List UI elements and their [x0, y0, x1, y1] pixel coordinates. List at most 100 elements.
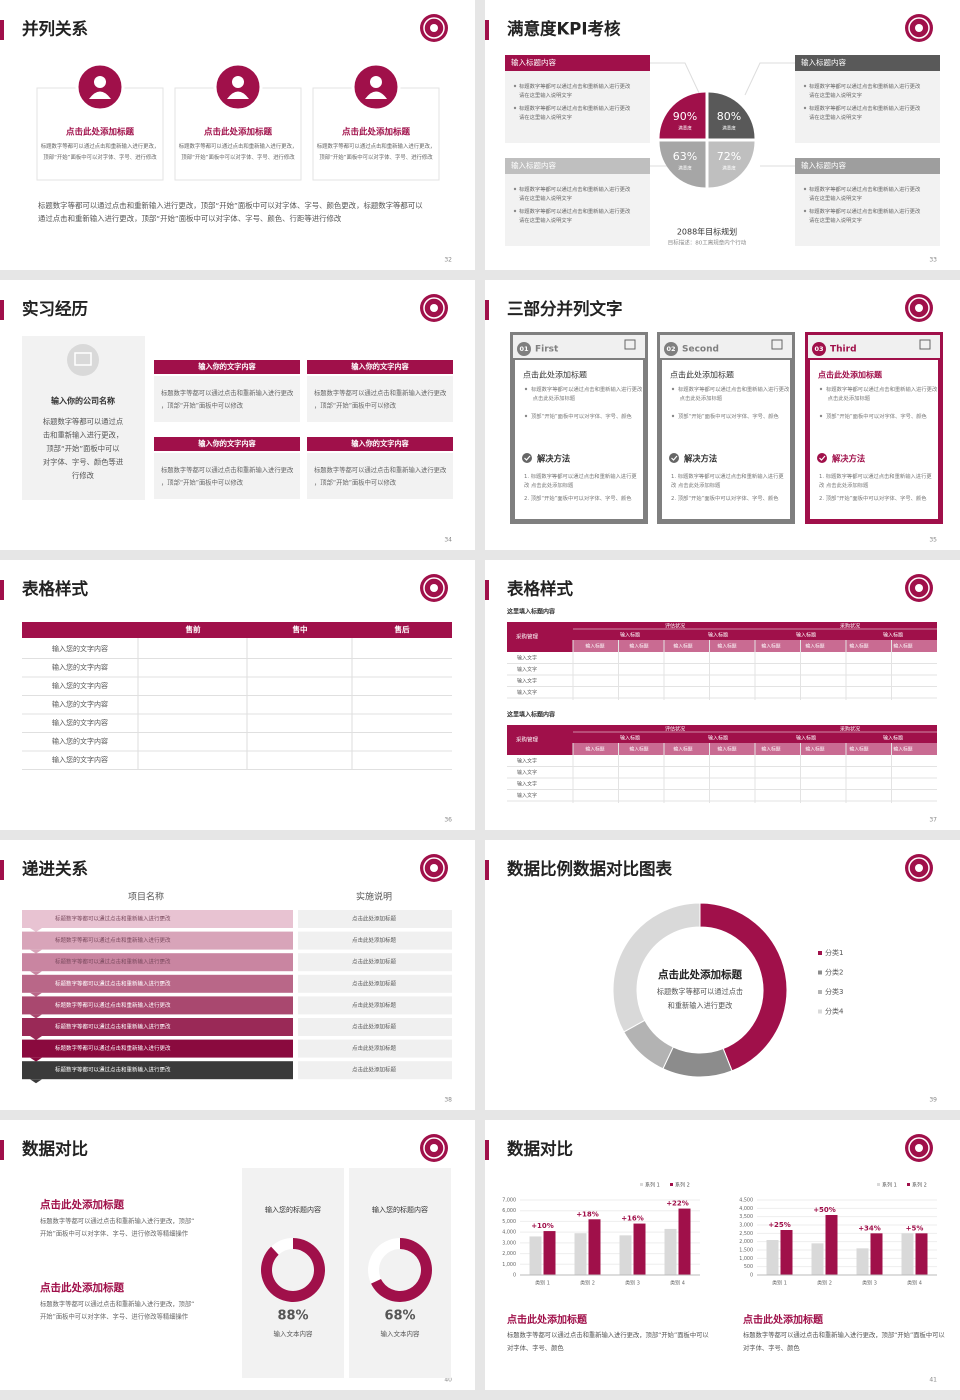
- bullet: [803, 106, 807, 110]
- note-text: 点击此处添加标题: [352, 936, 397, 944]
- text-line: 顶部“开始”面板中可以对字体、字号、颜色: [531, 412, 633, 420]
- y-tick-label: 0: [750, 1273, 753, 1279]
- text-line: 标题数字等都可以通过点击和重新输入进行更改: [314, 465, 447, 474]
- body-text: 标题数字等都可以通过点击和重新输入进行更改，顶部“开始”面板中可以对字体、字号、…: [38, 201, 423, 223]
- donut-rest: [271, 1238, 293, 1255]
- text-line: 标题数字等都可以通过点击和重新输入进行更改: [519, 185, 632, 193]
- step-text: 标题数字等都可以通过点击和重新输入进行更改: [55, 958, 171, 966]
- slide: 数据对比40点击此处添加标题标题数字等都可以通过点击和重新输入进行更改，顶部“开…: [0, 1120, 475, 1390]
- step-arrow: [30, 1036, 42, 1040]
- step-text: 标题数字等都可以通过点击和重新输入进行更改: [55, 936, 171, 944]
- text-line: 通过点击和重新输入进行更改，顶部“开始”面板中可以对字体、字号、颜色、行距等进行…: [38, 214, 342, 223]
- item-heading: 点击此处添加标题: [66, 127, 135, 138]
- card-text: 标题数字等都可以通过点击和重新输入进行更改 ，顶部“开始”面板中可以修改: [161, 465, 294, 487]
- title-accent: [485, 1140, 489, 1160]
- legend-swatch: [818, 1009, 822, 1014]
- card-header-text: 输入你的文字内容: [351, 439, 409, 448]
- text-line: 和重新输入进行更改: [668, 1001, 733, 1010]
- text-line: 顶部“开始”面板中可以: [46, 444, 120, 453]
- bullet: [819, 387, 823, 391]
- step-arrow: [30, 1079, 42, 1084]
- row-label: 输入文字: [517, 781, 537, 788]
- logo-ring: [908, 1137, 930, 1159]
- card-body: [307, 453, 453, 499]
- legend-swatch: [907, 1183, 910, 1186]
- logo-ring: [908, 857, 930, 879]
- title-accent: [0, 1140, 4, 1160]
- column-subheader: 输入标题: [717, 746, 736, 753]
- logo-ring: [423, 577, 445, 599]
- x-tick-label: 类别 2: [580, 1280, 595, 1287]
- y-tick-label: 1,000: [502, 1262, 516, 1268]
- title-accent: [485, 300, 489, 320]
- legend-label: 分类2: [825, 968, 843, 977]
- step-bar: [22, 931, 293, 950]
- text-line: 请在这里输入说明文字: [809, 91, 862, 99]
- text-line: 标题数字等都可以通过点击和重新输入进行更改: [678, 385, 790, 393]
- note-heading: 点击此处添加标题: [743, 1313, 824, 1326]
- y-tick-label: 2,500: [739, 1231, 753, 1237]
- kpi-value: 90%: [673, 110, 697, 123]
- y-tick-label: 3,500: [739, 1214, 753, 1220]
- card-name: First: [535, 345, 559, 355]
- row-label: 输入您的文字内容: [52, 700, 108, 709]
- card-caption: 输入文本内容: [381, 1329, 421, 1338]
- note-text: 点击此处添加标题: [352, 915, 397, 923]
- logo-center: [915, 24, 923, 32]
- row-label: 输入您的文字内容: [52, 737, 108, 746]
- icon-head: [370, 76, 382, 88]
- note-text: 标题数字等都可以通过点击和重新输入进行更改，顶部“开始”面板中可以对字体、字号、…: [40, 1299, 194, 1321]
- card-number-bg: [664, 342, 678, 356]
- card-title: 输入您的标题内容: [265, 1205, 321, 1214]
- bar-annotation: +25%: [768, 1221, 791, 1229]
- logo-ring: [908, 297, 930, 319]
- text-line: 标题数字等都可以通过点击和重新输入进行更改: [519, 104, 632, 112]
- note-text: 点击此处添加标题: [352, 1044, 397, 1052]
- table-corner: 采购管理: [516, 633, 539, 641]
- step-bar: [22, 953, 293, 972]
- text-line: 标题数字等都可以通过点击和重新输入进行更改: [519, 207, 632, 215]
- step-arrow: [30, 971, 42, 976]
- row-label: 输入文字: [517, 769, 537, 776]
- note-text: 标题数字等都可以通过点击和重新输入进行更改，顶部“开始”面板中可以对字体、字号、…: [507, 1330, 709, 1352]
- card-number: 03: [814, 345, 823, 353]
- y-tick-label: 2,000: [502, 1251, 516, 1257]
- box-bullet: 标题数字等都可以通过点击和重新输入进行更改 请在这里输入说明文字: [809, 185, 922, 202]
- icon-head: [94, 76, 106, 88]
- text-line: 2. 顶部“开始”面板中可以对字体、字号、颜色: [524, 494, 632, 502]
- bar: [825, 1215, 838, 1275]
- kpi-value: 63%: [673, 150, 697, 163]
- text-line: ，顶部“开始”面板中可以修改: [314, 401, 397, 410]
- row-label: 输入文字: [517, 666, 537, 673]
- slide: 数据对比 41 0 1,000 2,000 3,000 4,000 5,000 6,000 7,0…: [485, 1120, 960, 1390]
- check-icon: [522, 453, 532, 463]
- card-name: Third: [830, 345, 857, 355]
- box-bullet: 标题数字等都可以通过点击和重新输入进行更改 请在这里输入说明文字: [519, 82, 632, 99]
- connector: [650, 62, 795, 167]
- note-text: 点击此处添加标题: [352, 958, 397, 966]
- text-line: 标题数字等都可以通过点击和重新输入进行更改: [826, 385, 938, 393]
- logo-ring: [423, 297, 445, 319]
- step-arrow: [30, 1057, 42, 1062]
- step-text: 标题数字等都可以通过点击和重新输入进行更改: [55, 1001, 171, 1009]
- slide-title: 表格样式: [22, 579, 89, 599]
- kpi-sublabel: 满意度: [722, 125, 736, 132]
- item-text: 标题数字等都可以通过点击和重新输入进行更改， 顶部“开始”面板中可以对字体、字号、…: [317, 142, 436, 161]
- card-bullet: 标题数字等都可以通过点击和重新输入进行更改 点击此处添加标题: [678, 385, 790, 402]
- logo-center: [430, 584, 438, 592]
- column-subheader: 输入标题: [893, 746, 912, 753]
- text-line: 改 点击此处添加标题: [524, 481, 574, 489]
- page-number: 32: [444, 257, 452, 264]
- text-line: 标题数字等都可以通过点击: [657, 987, 743, 996]
- row-label: 输入文字: [517, 792, 537, 799]
- bar-annotation: +16%: [621, 1215, 644, 1223]
- card-icon: [771, 339, 783, 350]
- card-heading: 点击此处添加标题: [523, 370, 587, 380]
- page-number: 41: [929, 1377, 937, 1384]
- box-bullet: 标题数字等都可以通过点击和重新输入进行更改 请在这里输入说明文字: [809, 104, 922, 121]
- box-bullet: 标题数字等都可以通过点击和重新输入进行更改 请在这里输入说明文字: [809, 82, 922, 99]
- page-number: 33: [929, 257, 937, 264]
- check-icon: [669, 453, 679, 463]
